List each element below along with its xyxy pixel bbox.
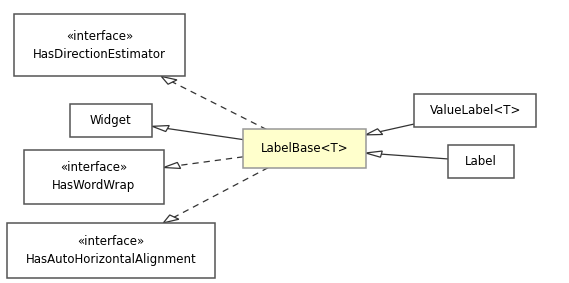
Text: «interface»
HasAutoHorizontalAlignment: «interface» HasAutoHorizontalAlignment [26, 235, 196, 266]
FancyBboxPatch shape [14, 14, 185, 76]
FancyBboxPatch shape [414, 94, 536, 127]
Text: LabelBase<T>: LabelBase<T> [261, 142, 348, 155]
Text: «interface»
HasWordWrap: «interface» HasWordWrap [52, 161, 135, 192]
FancyBboxPatch shape [24, 150, 163, 204]
Text: ValueLabel<T>: ValueLabel<T> [430, 104, 521, 117]
Text: «interface»
HasDirectionEstimator: «interface» HasDirectionEstimator [33, 30, 166, 61]
FancyBboxPatch shape [7, 223, 215, 278]
FancyBboxPatch shape [69, 104, 152, 137]
Text: Widget: Widget [90, 114, 132, 127]
Text: Label: Label [465, 155, 497, 168]
FancyBboxPatch shape [448, 145, 513, 178]
FancyBboxPatch shape [244, 130, 366, 168]
